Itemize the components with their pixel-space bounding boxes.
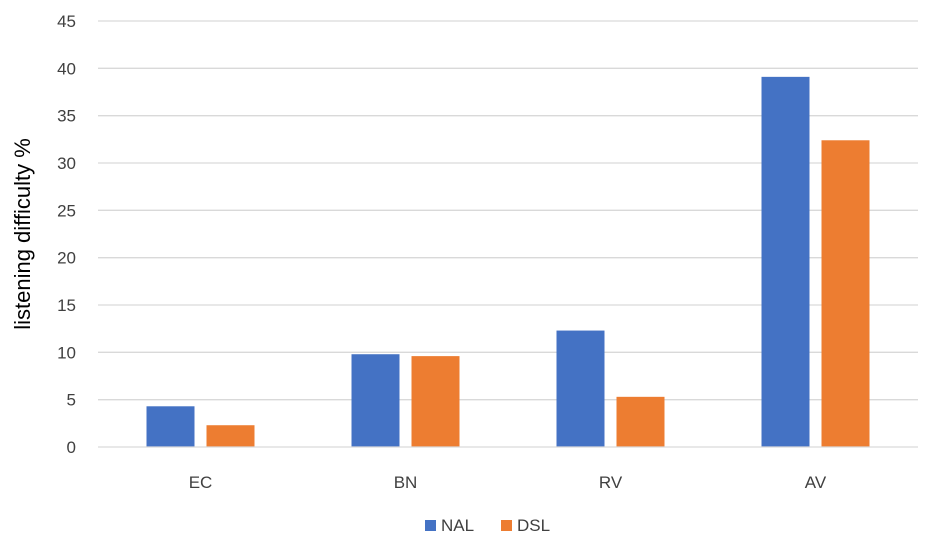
legend: NAL DSL <box>425 516 550 535</box>
x-axis-ticks: EC BN RV AV <box>189 473 827 492</box>
bar-nal-av <box>761 76 810 447</box>
y-tick-label: 15 <box>57 296 76 315</box>
y-tick-label: 35 <box>57 107 76 126</box>
bar-dsl-av <box>821 140 870 447</box>
legend-swatch-nal <box>425 520 436 531</box>
y-tick-label: 10 <box>57 343 76 362</box>
y-tick-label: 20 <box>57 249 76 268</box>
bar-nal-bn <box>351 354 400 447</box>
x-tick-label: RV <box>599 473 623 492</box>
bar-nal-ec <box>146 406 195 447</box>
y-tick-label: 30 <box>57 154 76 173</box>
bar-dsl-bn <box>411 356 460 447</box>
legend-label-dsl: DSL <box>517 516 550 535</box>
legend-label-nal: NAL <box>441 516 474 535</box>
bars <box>146 76 870 447</box>
y-tick-label: 0 <box>67 438 76 457</box>
y-axis-ticks: 0 5 10 15 20 25 30 35 40 45 <box>57 12 76 457</box>
bar-dsl-ec <box>206 425 255 447</box>
x-tick-label: BN <box>394 473 418 492</box>
legend-swatch-dsl <box>501 520 512 531</box>
y-tick-label: 45 <box>57 12 76 31</box>
bar-nal-rv <box>556 330 605 447</box>
bar-dsl-rv <box>616 396 665 447</box>
y-tick-label: 5 <box>67 391 76 410</box>
y-tick-label: 40 <box>57 59 76 78</box>
gridlines <box>98 20 918 401</box>
x-tick-label: AV <box>805 473 827 492</box>
y-axis-title: listening difficulty % <box>10 138 35 330</box>
y-tick-label: 25 <box>57 201 76 220</box>
x-tick-label: EC <box>189 473 213 492</box>
